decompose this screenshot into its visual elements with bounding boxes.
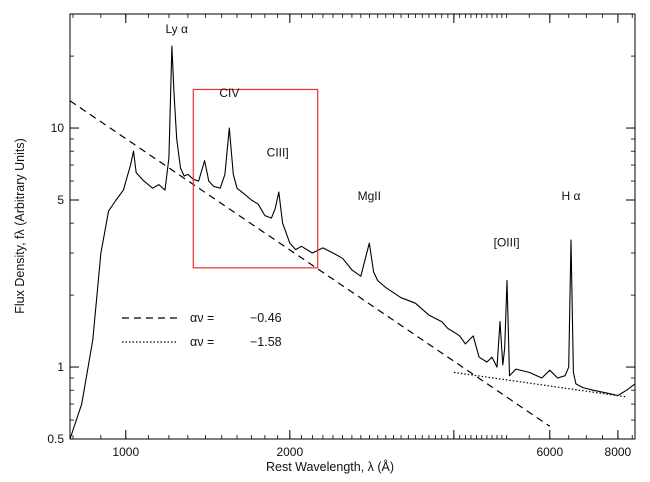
annotation-label: MgII [358, 189, 381, 203]
legend-value: −0.46 [250, 311, 282, 325]
series-dotted-line [453, 371, 627, 398]
series-solid-line [69, 45, 636, 440]
y-tick-label: 10 [51, 121, 65, 135]
series-dashed-line [69, 100, 551, 427]
x-tick-label: 6000 [536, 445, 563, 459]
x-tick-label: 2000 [276, 445, 303, 459]
legend-value: −1.58 [250, 335, 282, 349]
x-axis-title: Rest Wavelength, λ (Å) [266, 459, 394, 474]
x-tick-label: 1000 [112, 445, 139, 459]
line-annotations: Ly α CIV CIII] MgII [OIII] H α [165, 22, 580, 249]
legend-label: αν = [190, 335, 214, 349]
y-axis-title: Flux Density, fλ (Arbitrary Units) [13, 138, 27, 314]
legend: αν = −0.46 αν = −1.58 [122, 311, 282, 349]
annotation-label: CIV [219, 86, 239, 100]
series-layer [69, 45, 636, 440]
annotation-label: [OIII] [494, 235, 520, 249]
y-tick-label: 0.5 [47, 432, 64, 446]
x-tick-label: 8000 [605, 445, 632, 459]
highlight-box [192, 88, 319, 269]
plot-frame [69, 13, 636, 440]
legend-label: αν = [190, 311, 214, 325]
y-tick-label: 5 [57, 193, 64, 207]
axis-ticks: 1000 2000 6000 8000 0.5 1 5 10 [47, 13, 635, 459]
annotation-label: Ly α [165, 22, 188, 36]
annotation-label: H α [562, 189, 581, 203]
annotation-label: CIII] [267, 146, 289, 160]
y-tick-label: 1 [57, 360, 64, 374]
